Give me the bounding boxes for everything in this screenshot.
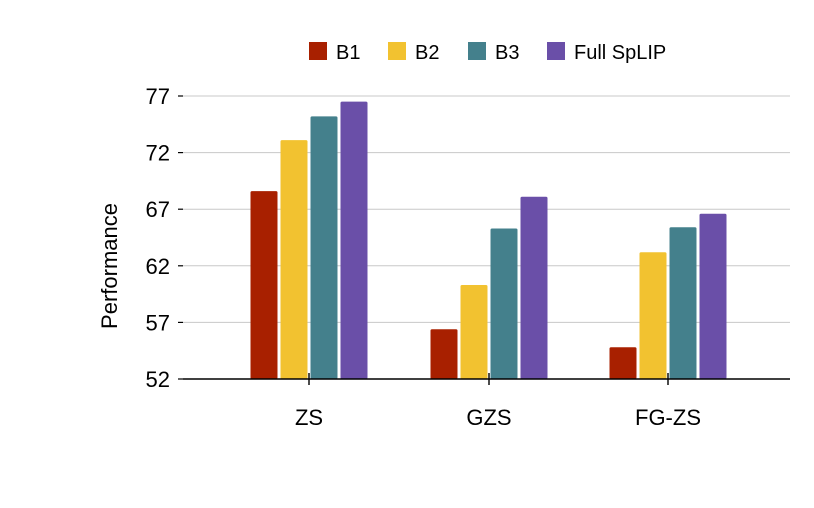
- legend-label: B3: [495, 42, 519, 64]
- bar-full-splip-gzs: [520, 196, 548, 379]
- legend-swatch: [468, 42, 486, 60]
- x-category-label: GZS: [466, 405, 511, 430]
- bar-full-splip-fg-zs: [699, 213, 727, 379]
- x-category-label: FG-ZS: [635, 405, 701, 430]
- legend-label: B2: [415, 42, 439, 64]
- bar-b2-gzs: [460, 285, 488, 379]
- legend-swatch: [388, 42, 406, 60]
- x-category-labels: ZS GZS FG-ZS: [295, 373, 701, 430]
- y-tick-label: 72: [146, 141, 170, 166]
- bar-b1-fg-zs: [609, 347, 637, 379]
- y-tick-label: 52: [146, 367, 170, 392]
- y-tick-label: 77: [146, 84, 170, 109]
- y-tick-labels: 52 57 62 67 72 77: [146, 84, 183, 392]
- bars: [250, 101, 727, 379]
- y-axis-title: Performance: [97, 203, 122, 329]
- y-tick-label: 57: [146, 310, 170, 335]
- bar-full-splip-zs: [340, 101, 368, 379]
- bar-b3-gzs: [490, 228, 518, 379]
- legend-swatch: [309, 42, 327, 60]
- bar-b3-fg-zs: [669, 227, 697, 379]
- legend: B1 B2 B3 Full SpLIP: [309, 42, 666, 64]
- bar-b1-gzs: [430, 329, 458, 379]
- bar-b2-zs: [280, 140, 308, 379]
- bar-b2-fg-zs: [639, 252, 667, 379]
- legend-label: Full SpLIP: [574, 42, 666, 64]
- bar-b1-zs: [250, 191, 278, 379]
- y-tick-label: 62: [146, 254, 170, 279]
- y-tick-label: 67: [146, 197, 170, 222]
- legend-label: B1: [336, 42, 360, 64]
- x-category-label: ZS: [295, 405, 323, 430]
- legend-swatch: [547, 42, 565, 60]
- bar-b3-zs: [310, 116, 338, 379]
